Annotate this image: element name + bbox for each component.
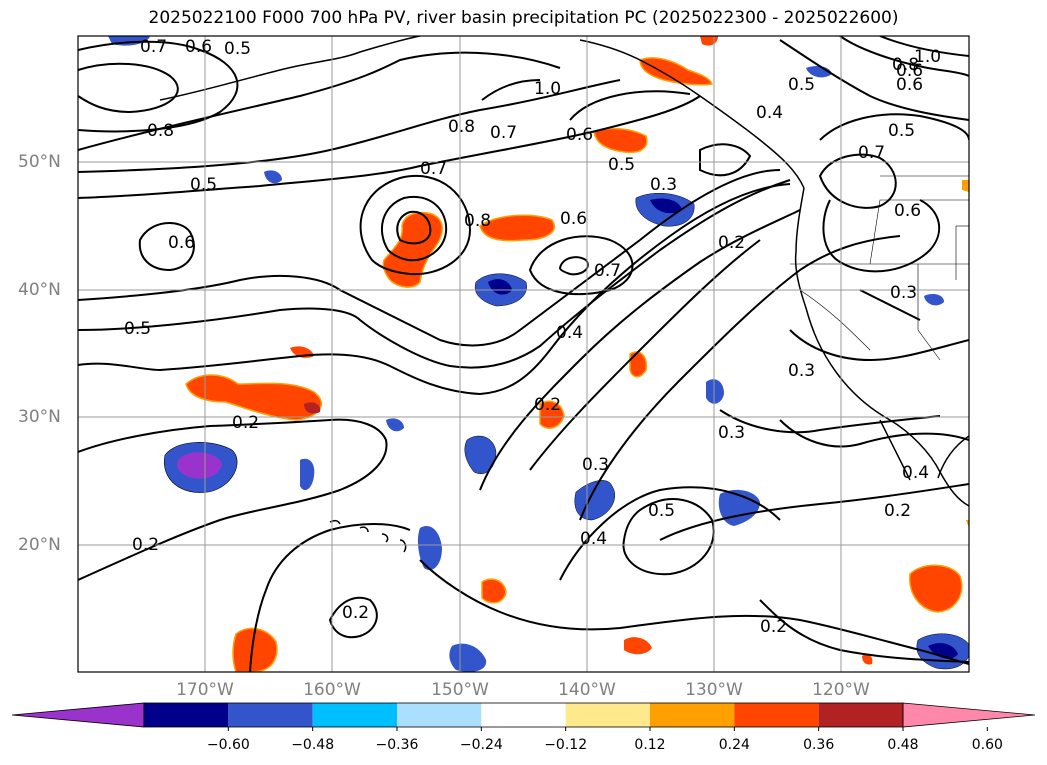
contour-label: 0.2 <box>718 233 745 253</box>
map-frame <box>77 35 970 673</box>
state-borders <box>790 175 969 361</box>
colorbar-segment <box>228 703 313 727</box>
contour-label: 0.6 <box>896 61 923 81</box>
contour-label: 0.4 <box>756 103 783 123</box>
contour-label: 0.2 <box>232 413 259 433</box>
contour-label: 0.2 <box>760 617 787 637</box>
contour-label: 0.7 <box>140 37 167 57</box>
colorbar-tick-label: 0.60 <box>972 737 1003 753</box>
contour-label: 0.7 <box>490 123 517 143</box>
contour-label: 0.6 <box>560 209 587 229</box>
pv-contours <box>78 36 969 672</box>
contour-label: 0.6 <box>168 233 195 253</box>
contour-label: 0.5 <box>648 501 675 521</box>
contour-label: 0.5 <box>124 319 151 339</box>
colorbar-segment <box>565 703 650 727</box>
colorbar-segments <box>11 702 1036 728</box>
colorbar-extend-high <box>902 702 1036 728</box>
contour-label: 0.4 <box>902 463 929 483</box>
contour-label: 0.3 <box>582 455 609 475</box>
contour-label: 0.4 <box>556 323 583 343</box>
colorbar-segment <box>734 703 819 727</box>
contour-label: 0.4 <box>580 529 607 549</box>
lat-label-40n: 40°N <box>18 280 61 300</box>
contour-label: 0.7 <box>594 261 621 281</box>
colorbar-tick-label: 0.12 <box>634 737 665 753</box>
lat-label-20n: 20°N <box>18 535 61 555</box>
contour-label: 0.5 <box>608 155 635 175</box>
graticule <box>78 36 969 672</box>
contour-label: 0.6 <box>566 125 593 145</box>
contour-label: 0.6 <box>894 201 921 221</box>
contour-label: 0.8 <box>147 121 174 141</box>
colorbar-tick-label: −0.36 <box>376 737 419 753</box>
colorbar-tick-label: −0.48 <box>291 737 334 753</box>
lon-label-130w: 130°W <box>685 680 743 700</box>
contour-label: 0.3 <box>650 175 677 195</box>
contour-label: 0.5 <box>190 175 217 195</box>
colorbar-tick-label: 0.36 <box>803 737 834 753</box>
contour-label: 1.0 <box>914 47 941 67</box>
colorbar-segment <box>481 703 566 727</box>
contour-label: 0.8 <box>448 117 475 137</box>
contour-label: 0.2 <box>342 603 369 623</box>
contour-label: 0.7 <box>420 159 447 179</box>
colorbar-tick-label: 0.24 <box>719 737 750 753</box>
contour-label: 0.3 <box>890 283 917 303</box>
colorbar-tick-label: −0.60 <box>207 737 250 753</box>
contour-label: 0.5 <box>888 121 915 141</box>
contour-label: 0.8 <box>464 211 491 231</box>
contour-label: 0.3 <box>718 423 745 443</box>
contour-label: 0.8 <box>892 55 919 75</box>
colorbar-outline <box>143 702 904 728</box>
contour-label: 0.6 <box>185 37 212 57</box>
lon-label-160w: 160°W <box>303 680 361 700</box>
contour-label-group: 0.7 0.6 0.5 1.0 0.8 0.7 0.6 0.8 0.5 0.7 … <box>124 37 941 637</box>
colorbar-segment <box>818 703 903 727</box>
contour-label: 0.6 <box>896 75 923 95</box>
lon-label-140w: 140°W <box>558 680 616 700</box>
colorbar-segment <box>312 703 397 727</box>
contour-label: 0.2 <box>534 395 561 415</box>
colorbar-segment <box>650 703 735 727</box>
colorbar-tick-label: −0.24 <box>460 737 503 753</box>
lon-label-120w: 120°W <box>812 680 870 700</box>
colorbar-tick-label: 0.48 <box>887 737 918 753</box>
lon-label-170w: 170°W <box>176 680 234 700</box>
contour-label: 0.7 <box>858 143 885 163</box>
lon-label-150w: 150°W <box>431 680 489 700</box>
colorbar-extend-low <box>11 702 145 728</box>
contour-label: 1.0 <box>534 79 561 99</box>
colorbar-segment <box>397 703 482 727</box>
contour-label: 0.3 <box>788 361 815 381</box>
colorbar-tick-label: −0.12 <box>544 737 587 753</box>
contour-label: 0.2 <box>884 501 911 521</box>
lat-label-30n: 30°N <box>18 407 61 427</box>
coastlines <box>159 36 969 553</box>
colorbar-ticks: −0.60 −0.48 −0.36 −0.24 −0.12 0.12 0.24 0.36 0.4… <box>207 727 1003 753</box>
map-title: 2025022100 F000 700 hPa PV, river basin … <box>148 8 899 28</box>
lat-label-50n: 50°N <box>18 152 61 172</box>
map-plot: 0.7 0.6 0.5 1.0 0.8 0.7 0.6 0.8 0.5 0.7 … <box>77 35 970 673</box>
contour-label: 0.2 <box>132 535 159 555</box>
colorbar-segment <box>144 703 229 727</box>
contour-label: 0.5 <box>788 75 815 95</box>
precip-positive-shading <box>185 36 969 672</box>
contour-label: 0.5 <box>224 39 251 59</box>
